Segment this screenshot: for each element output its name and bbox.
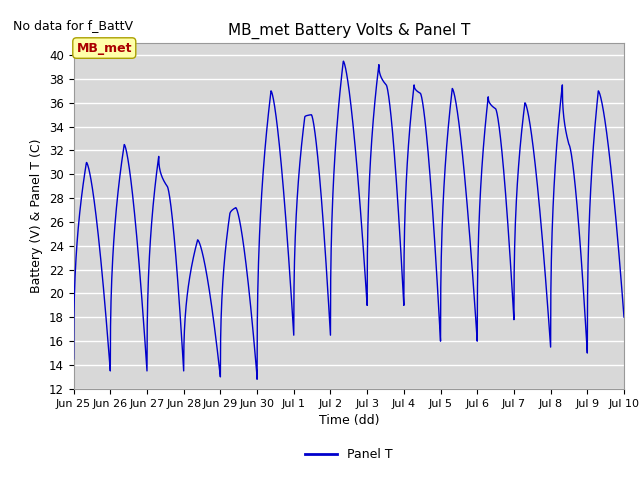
Legend: Panel T: Panel T	[300, 444, 397, 467]
X-axis label: Time (dd): Time (dd)	[319, 414, 379, 427]
Text: No data for f_BattV: No data for f_BattV	[13, 19, 133, 32]
Y-axis label: Battery (V) & Panel T (C): Battery (V) & Panel T (C)	[30, 139, 44, 293]
Title: MB_met Battery Volts & Panel T: MB_met Battery Volts & Panel T	[228, 23, 470, 39]
Text: MB_met: MB_met	[77, 42, 132, 55]
